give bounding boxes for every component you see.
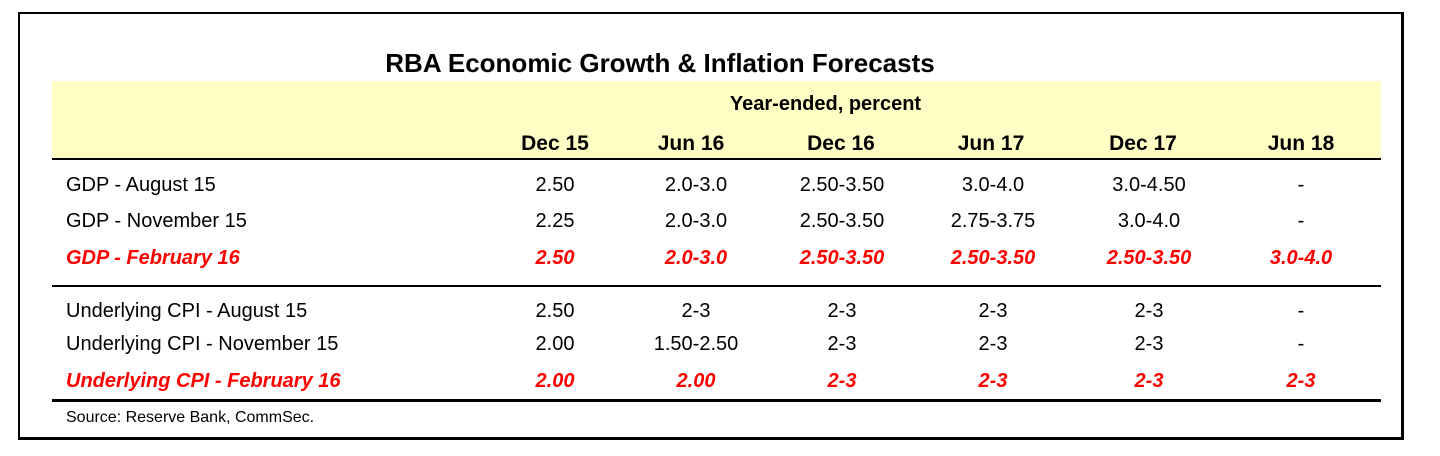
cell-dec-17: 2.50-3.50	[1106, 247, 1192, 269]
cell-jun-17: 2-3	[978, 300, 1008, 322]
row-label: Underlying CPI - November 15	[66, 333, 339, 355]
table-row: GDP - August 15 2.50 2.0-3.0 2.50-3.50 3…	[0, 170, 1440, 200]
row-label: GDP - February 16	[66, 247, 240, 269]
cell-dec-15: 2.50	[535, 174, 575, 196]
cell-dec-15: 2.00	[535, 370, 575, 392]
cell-jun-17: 3.0-4.0	[961, 174, 1025, 196]
cell-jun-18: -	[1297, 333, 1305, 355]
table-row-highlighted: Underlying CPI - February 16 2.00 2.00 2…	[0, 366, 1440, 396]
cell-dec-17: 3.0-4.0	[1117, 210, 1181, 232]
cell-jun-16: 1.50-2.50	[653, 333, 739, 355]
cell-dec-16: 2.50-3.50	[799, 210, 885, 232]
header-band	[52, 81, 1381, 158]
table-row: Underlying CPI - November 15 2.00 1.50-2…	[0, 329, 1440, 359]
cell-dec-16: 2-3	[827, 300, 857, 322]
cell-dec-15: 2.00	[535, 333, 575, 355]
cell-jun-16: 2.00	[676, 370, 716, 392]
cell-dec-15: 2.25	[535, 210, 575, 232]
cell-dec-16: 2.50-3.50	[799, 247, 885, 269]
column-header-dec-16: Dec 16	[807, 132, 875, 155]
cell-jun-16: 2.0-3.0	[664, 247, 728, 269]
column-header-jun-17: Jun 17	[957, 132, 1025, 155]
row-label: GDP - August 15	[66, 174, 216, 196]
column-header-dec-17: Dec 17	[1109, 132, 1177, 155]
table-subtitle: Year-ended, percent	[729, 93, 922, 115]
cell-jun-18: 3.0-4.0	[1269, 247, 1333, 269]
cell-jun-17: 2-3	[978, 333, 1008, 355]
header-divider	[52, 158, 1381, 160]
cell-dec-16: 2-3	[827, 370, 857, 392]
cell-dec-17: 2-3	[1134, 370, 1164, 392]
source-note: Source: Reserve Bank, CommSec.	[66, 409, 315, 426]
table-row-highlighted: GDP - February 16 2.50 2.0-3.0 2.50-3.50…	[0, 243, 1440, 273]
table-row: Underlying CPI - August 15 2.50 2-3 2-3 …	[0, 296, 1440, 326]
table-row: GDP - November 15 2.25 2.0-3.0 2.50-3.50…	[0, 206, 1440, 236]
cell-jun-17: 2-3	[978, 370, 1008, 392]
cell-jun-18: -	[1297, 174, 1305, 196]
cell-jun-18: 2-3	[1286, 370, 1316, 392]
cell-jun-16: 2.0-3.0	[664, 210, 728, 232]
footer-divider	[52, 399, 1381, 402]
cell-dec-17: 3.0-4.50	[1112, 174, 1186, 196]
cell-jun-16: 2-3	[681, 300, 711, 322]
cell-dec-15: 2.50	[535, 300, 575, 322]
cell-dec-16: 2.50-3.50	[799, 174, 885, 196]
section-divider	[52, 285, 1381, 287]
column-header-dec-15: Dec 15	[521, 132, 589, 155]
cell-dec-16: 2-3	[827, 333, 857, 355]
cell-dec-15: 2.50	[535, 247, 575, 269]
cell-jun-17: 2.75-3.75	[950, 210, 1036, 232]
column-header-jun-16: Jun 16	[657, 132, 725, 155]
cell-jun-18: -	[1297, 300, 1305, 322]
row-label: Underlying CPI - February 16	[66, 370, 341, 392]
cell-dec-17: 2-3	[1134, 300, 1164, 322]
cell-jun-16: 2.0-3.0	[664, 174, 728, 196]
cell-jun-17: 2.50-3.50	[950, 247, 1036, 269]
row-label: Underlying CPI - August 15	[66, 300, 308, 322]
table-title: RBA Economic Growth & Inflation Forecast…	[385, 48, 935, 78]
row-label: GDP - November 15	[66, 210, 247, 232]
column-header-jun-18: Jun 18	[1267, 132, 1335, 155]
cell-jun-18: -	[1297, 210, 1305, 232]
cell-dec-17: 2-3	[1134, 333, 1164, 355]
